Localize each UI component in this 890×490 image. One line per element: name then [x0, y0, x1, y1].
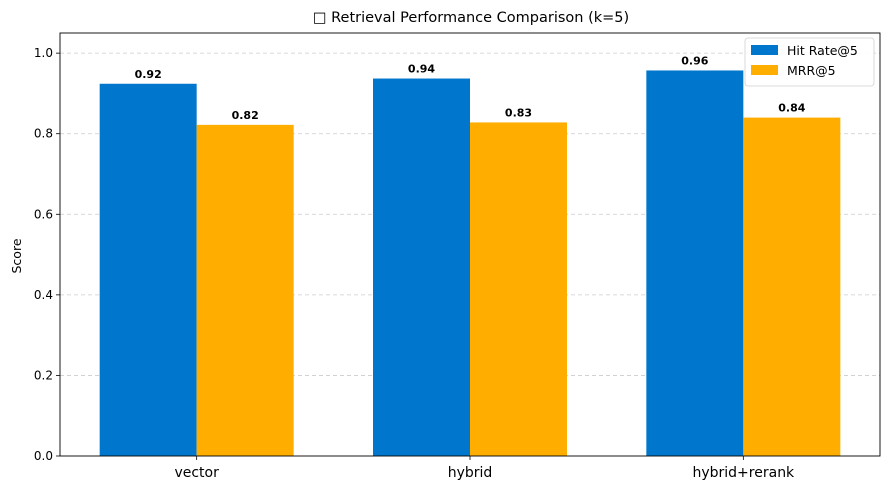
- bar-MRR@5: [470, 122, 567, 456]
- y-axis-label: Score: [9, 238, 24, 273]
- bar-data-label: 0.94: [408, 63, 435, 76]
- bar-MRR@5: [196, 124, 294, 456]
- legend-label: MRR@5: [787, 63, 836, 78]
- y-tick-label: 0.8: [34, 127, 53, 141]
- bar-data-label: 0.82: [232, 109, 259, 122]
- chart-title: □ Retrieval Performance Comparison (k=5): [313, 10, 629, 26]
- y-tick-label: 1.0: [34, 46, 53, 60]
- x-tick-label: vector: [174, 465, 219, 481]
- y-tick-label: 0.4: [34, 288, 53, 302]
- bar-data-label: 0.83: [505, 106, 532, 119]
- legend-label: Hit Rate@5: [787, 43, 858, 58]
- plot-frame: [59, 32, 881, 457]
- y-tick-label: 0.2: [34, 368, 53, 382]
- legend: Hit Rate@5 MRR@5: [744, 37, 875, 87]
- legend-swatch: [751, 45, 778, 55]
- bars: [99, 70, 841, 457]
- bar-Hit Rate@5: [373, 78, 470, 456]
- x-tick-label: hybrid: [448, 465, 493, 481]
- bar-data-label: 0.96: [681, 54, 708, 67]
- y-tick-label: 0.6: [34, 207, 53, 221]
- bar-Hit Rate@5: [646, 70, 744, 457]
- x-tick-label: hybrid+rerank: [692, 465, 795, 481]
- bar-data-label: 0.92: [135, 68, 162, 81]
- y-tick-label: 0.0: [34, 449, 53, 463]
- axes: 0.0 0.2 0.4 0.6 0.8 1.0 vector hybrid hybrid+rer…: [34, 32, 881, 481]
- bar-MRR@5: [743, 117, 841, 456]
- bar-Hit Rate@5: [99, 83, 197, 456]
- data-labels: 0.92 0.82 0.94 0.83 0.96 0.84: [135, 54, 806, 121]
- bar-data-label: 0.84: [778, 102, 805, 115]
- legend-swatch: [751, 65, 778, 75]
